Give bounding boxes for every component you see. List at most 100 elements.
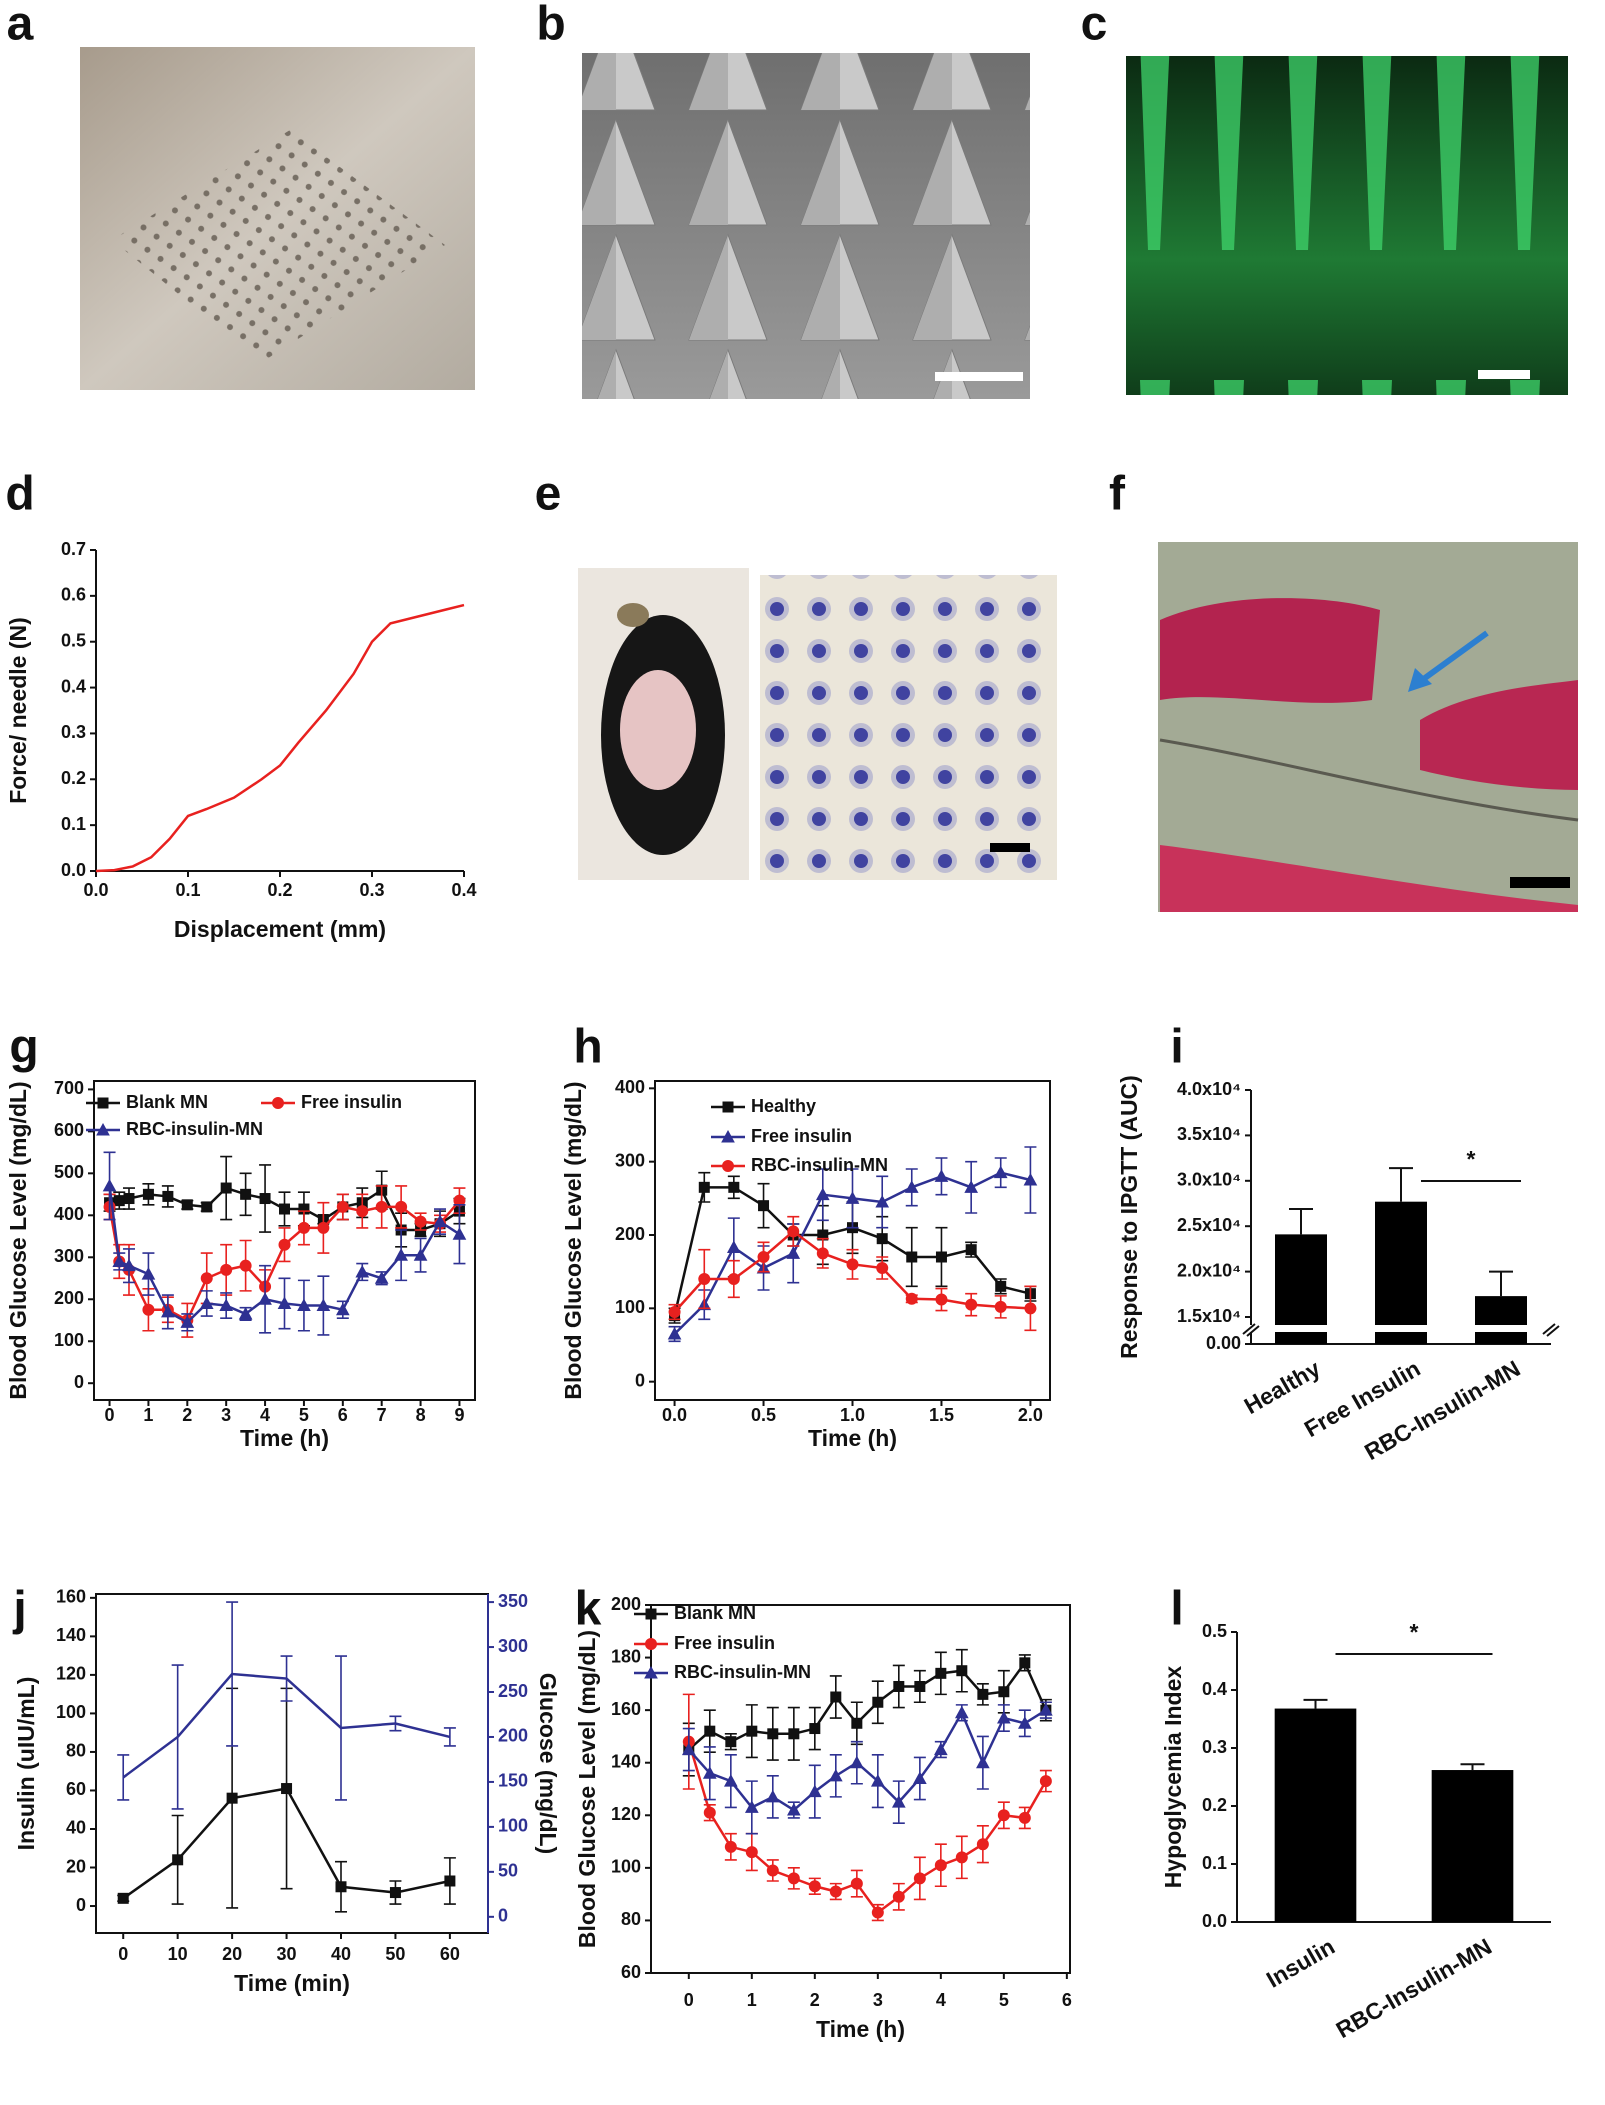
error-bar [226, 1601, 239, 1747]
y-tick-label: 60 [66, 1779, 86, 1799]
series-line [95, 603, 465, 873]
marker [757, 1251, 770, 1263]
x-tick-label: 6 [1062, 1990, 1072, 2010]
x-tick-label: 30 [277, 1944, 297, 1964]
y-axis-title: Blood Glucose Level (mg/dL) [574, 1630, 600, 1948]
marker [117, 1892, 129, 1904]
y-tick-label: 2.5x10⁴ [1177, 1215, 1241, 1235]
marker [142, 1188, 154, 1200]
marker [336, 1200, 349, 1213]
marker [452, 1227, 467, 1240]
marker [758, 1200, 770, 1212]
panel-label: l [1170, 1583, 1183, 1636]
marker [698, 1181, 710, 1193]
photo-c [1126, 56, 1568, 395]
y-tick-label: 0.5 [61, 630, 86, 650]
y-tick-label: 3.0x10⁴ [1177, 1170, 1241, 1190]
marker [876, 1233, 888, 1245]
marker [199, 1296, 214, 1309]
marker [161, 1304, 175, 1318]
error-bar [335, 1655, 347, 1801]
marker [872, 1696, 884, 1708]
y-tick-label: 0 [635, 1370, 645, 1390]
error-bar [280, 1655, 293, 1702]
marker [279, 1203, 290, 1215]
legend-label: Blank MN [126, 1092, 208, 1112]
y-tick-label: 0.3 [61, 722, 86, 742]
marker [668, 1306, 681, 1318]
x-tick-label: 0.1 [175, 880, 200, 900]
marker [914, 1680, 926, 1692]
panel-label: c [1081, 0, 1108, 51]
marker [335, 1881, 347, 1893]
marker [645, 1608, 657, 1620]
marker [414, 1215, 427, 1228]
marker [744, 1800, 759, 1813]
x-tick-label: 0.3 [359, 880, 384, 900]
axis-break [1241, 1325, 1561, 1332]
x-tick-label: 0.2 [267, 880, 292, 900]
marker [788, 1728, 800, 1740]
y2-tick-label: 350 [498, 1591, 528, 1611]
marker [913, 1771, 927, 1784]
error-bar [1289, 1207, 1313, 1235]
marker [703, 1806, 716, 1819]
marker [893, 1680, 905, 1692]
y-tick-label: 0.2 [61, 768, 86, 788]
marker [220, 1182, 232, 1194]
y-tick-label: 300 [54, 1246, 84, 1266]
bar [1274, 1708, 1357, 1922]
y2-tick-label: 100 [498, 1816, 528, 1836]
marker [355, 1264, 370, 1278]
y-tick-label: 2.0x10⁴ [1177, 1260, 1241, 1280]
x-tick-label: 10 [168, 1944, 188, 1964]
error-bar [117, 1754, 130, 1801]
y-tick-label: 100 [56, 1702, 86, 1722]
marker [876, 1262, 889, 1274]
error-bar [1389, 1167, 1413, 1202]
error-bar [1460, 1763, 1485, 1771]
x-tick-label: RBC-Insulin-MN [1331, 1933, 1496, 2043]
y-tick-label: 80 [66, 1741, 86, 1761]
marker [787, 1872, 800, 1885]
legend-label: RBC-insulin-MN [751, 1155, 888, 1175]
photo-b [582, 53, 1030, 399]
marker [723, 1774, 738, 1787]
panel-label: e [535, 468, 562, 521]
marker [965, 1298, 978, 1311]
x-tick-label: 3 [873, 1990, 883, 2010]
y-tick-label: 0.7 [61, 539, 86, 559]
marker [828, 1768, 843, 1782]
marker [830, 1691, 842, 1703]
y-tick-label: 20 [66, 1856, 86, 1876]
marker [807, 1784, 822, 1798]
marker [845, 1191, 860, 1204]
marker [809, 1723, 821, 1735]
x-tick-label: 0.0 [662, 1405, 687, 1425]
legend-label: Free insulin [751, 1126, 852, 1146]
y-tick-label: 0 [74, 1372, 84, 1392]
axis-break-mark [1242, 1323, 1260, 1337]
marker [259, 1193, 271, 1205]
y2-tick-label: 250 [498, 1681, 528, 1701]
y-tick-label: 140 [611, 1751, 641, 1771]
y-tick-label: 700 [54, 1078, 84, 1098]
marker [413, 1248, 428, 1261]
bar [1431, 1770, 1514, 1922]
marker [123, 1193, 135, 1205]
x-tick-label: 4 [260, 1405, 270, 1425]
marker [112, 1254, 127, 1267]
marker [1039, 1703, 1053, 1716]
x-tick-label: 5 [999, 1990, 1009, 2010]
marker [977, 1688, 989, 1700]
y-tick-label: 400 [54, 1204, 84, 1224]
marker [964, 1180, 979, 1193]
marker [316, 1298, 331, 1312]
x-tick-label: 0 [105, 1405, 115, 1425]
y-tick-label: 0.4 [61, 676, 86, 696]
y-tick-label: 0.0 [61, 860, 86, 880]
marker [746, 1725, 758, 1737]
marker [704, 1725, 716, 1737]
marker [1023, 1172, 1038, 1186]
